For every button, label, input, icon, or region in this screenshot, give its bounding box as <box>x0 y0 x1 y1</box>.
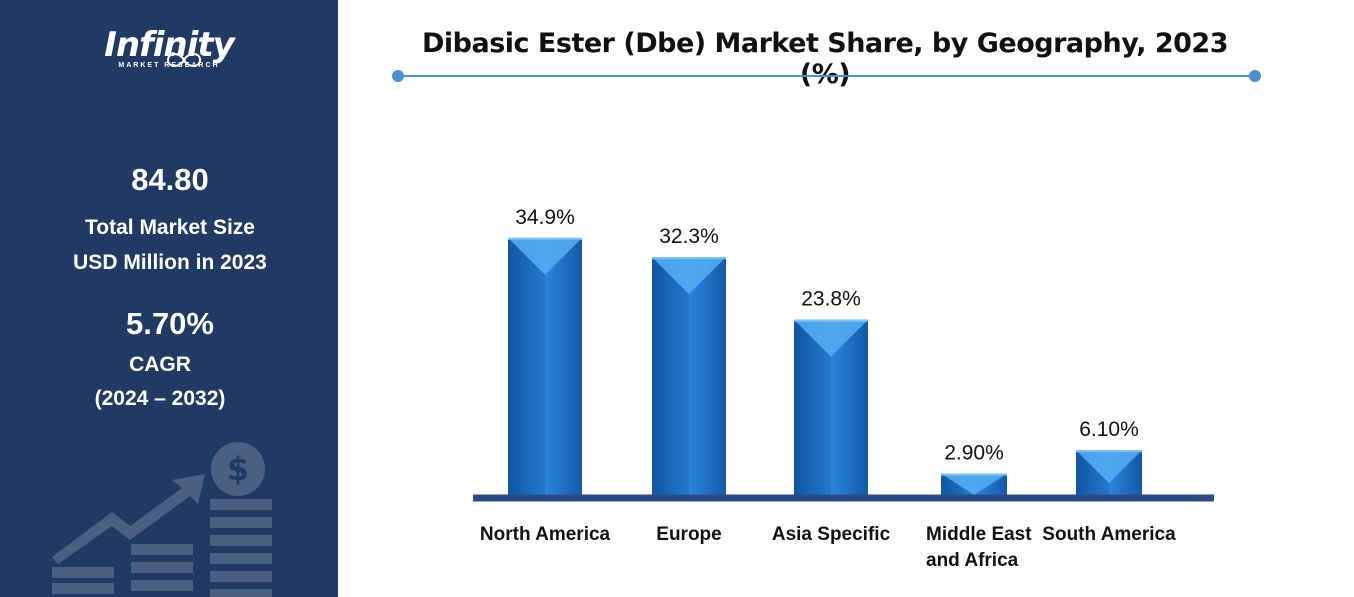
infinity-mark-icon <box>166 52 202 67</box>
title-underline <box>392 70 1261 82</box>
category-label: and Africa <box>926 550 1019 571</box>
market-size-label: Total Market Size <box>85 216 255 239</box>
bar-asia-specific <box>794 319 868 495</box>
market-size-unit-label: USD Million in 2023 <box>73 251 267 274</box>
svg-text:$: $ <box>227 450 249 488</box>
brand-tagline: MARKET RESEARCH <box>118 62 220 69</box>
cagr-value: 5.70% <box>126 306 214 341</box>
category-label: Asia Specific <box>772 524 891 545</box>
data-label: 34.9% <box>515 206 575 229</box>
category-label: North America <box>480 524 611 545</box>
brand-name: Infinity <box>104 25 235 65</box>
bar-middle-east-and-africa <box>941 473 1007 495</box>
data-label: 2.90% <box>944 442 1004 465</box>
bar-europe <box>652 257 726 495</box>
bar-north-america <box>508 237 582 495</box>
dollar-growth-icon: $ <box>52 442 272 597</box>
data-label: 6.10% <box>1079 418 1139 441</box>
brand-logo: Infinity MARKET RESEARCH <box>0 26 338 69</box>
data-label: 23.8% <box>801 288 861 311</box>
category-label: Europe <box>656 524 721 545</box>
category-label: Middle East <box>926 524 1032 545</box>
cagr-label: CAGR <box>129 353 191 376</box>
sidebar-panel: Infinity MARKET RESEARCH 84.80 Total Mar… <box>0 0 338 597</box>
bar-south-america <box>1076 450 1142 495</box>
data-label: 32.3% <box>659 225 719 248</box>
category-label: South America <box>1042 524 1176 545</box>
market-size-value: 84.80 <box>131 162 209 197</box>
chart-title: Dibasic Ester (Dbe) Market Share, by Geo… <box>421 28 1229 90</box>
cagr-period: (2024 – 2032) <box>94 387 226 410</box>
